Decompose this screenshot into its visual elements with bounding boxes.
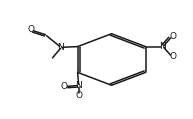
- Text: N: N: [159, 42, 166, 51]
- Text: O: O: [169, 32, 176, 41]
- Text: N: N: [57, 43, 64, 52]
- Text: O: O: [60, 82, 67, 91]
- Text: O: O: [169, 52, 176, 61]
- Text: O: O: [28, 25, 35, 34]
- Text: O: O: [75, 91, 82, 100]
- Text: N: N: [75, 81, 82, 90]
